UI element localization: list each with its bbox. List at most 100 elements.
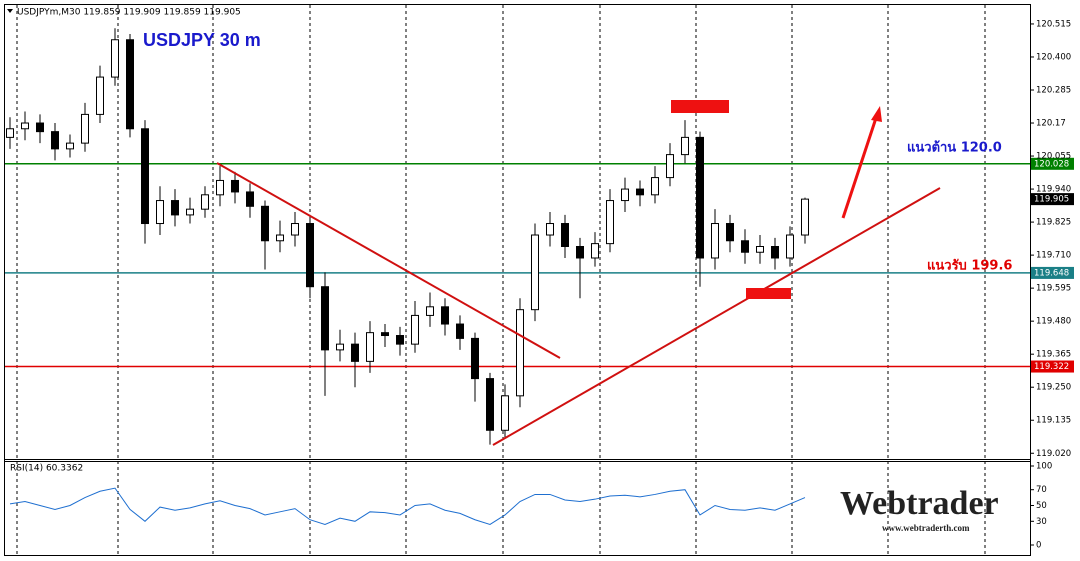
candle-body (366, 332, 374, 362)
candle-body (471, 337, 479, 380)
level-tag (1031, 157, 1074, 170)
candles (6, 28, 809, 445)
candle-body (336, 343, 344, 351)
candle-body (501, 395, 509, 431)
candle-body (141, 128, 149, 225)
level-label: 119.322 (1034, 362, 1069, 372)
candle-body (486, 378, 494, 431)
rsi-tick-label: 50 (1036, 501, 1047, 511)
y-tick-label: 120.400 (1036, 52, 1071, 62)
candle-body (636, 188, 644, 196)
candle-body (456, 323, 464, 339)
candle-body (801, 198, 809, 236)
level-label: 119.648 (1034, 268, 1069, 278)
candle-body (261, 205, 269, 242)
chart-title: USDJPY 30 m (143, 30, 261, 50)
logo-name: Webtrader (840, 485, 999, 522)
chart-header: USDJPYm,M30 119.859 119.909 119.859 119.… (17, 8, 241, 18)
annotation: แนวรับ 199.6 (927, 259, 1012, 274)
trendline (492, 187, 941, 446)
candle-body (156, 200, 164, 225)
candle-body (711, 223, 719, 259)
candle-body (576, 246, 584, 259)
candle-body (591, 243, 599, 259)
candle-body (171, 200, 179, 216)
logo-url: www.webtraderth.com (882, 523, 970, 533)
rsi-panel: 100 70 50 30 0 (9, 462, 1052, 551)
candle-body (126, 39, 134, 130)
candle-body (411, 314, 419, 345)
marker (746, 288, 791, 299)
y-tick-label: 119.940 (1036, 185, 1071, 195)
annotation: แนวต้าน 120.0 (907, 140, 1002, 156)
candle-body (771, 246, 779, 259)
y-tick-label: 119.365 (1036, 350, 1071, 360)
y-tick-label: 120.055 (1036, 152, 1071, 162)
candle-body (381, 332, 389, 337)
candle-body (516, 309, 524, 397)
price-tag (1031, 193, 1074, 206)
candle-body (96, 76, 104, 115)
candle-body (201, 194, 209, 210)
candle-body (696, 136, 704, 259)
candle-body (531, 234, 539, 311)
candle-body (681, 136, 689, 156)
candle-body (111, 39, 119, 78)
rsi-tick-label: 30 (1036, 517, 1047, 527)
candle-body (441, 306, 449, 325)
level-label: 120.028 (1034, 159, 1069, 169)
candle-body (351, 343, 359, 362)
levels: 120.028 119.648 119.322 119.905 (5, 157, 1074, 373)
menu-icon (7, 9, 13, 13)
candle-body (756, 246, 764, 253)
candle-body (651, 177, 659, 196)
rsi-tick-label: 0 (1036, 541, 1041, 551)
marker (671, 100, 729, 113)
candle-body (426, 306, 434, 316)
rsi-line (9, 487, 806, 526)
candle-body (621, 188, 629, 202)
rsi-label: RSI(14) 60.3362 (10, 464, 83, 474)
vertical-grid (16, 5, 986, 555)
y-tick-label: 119.710 (1036, 251, 1071, 261)
candle-body (186, 208, 194, 216)
candle-body (81, 113, 89, 144)
y-tick-label: 120.17 (1036, 119, 1066, 129)
candle-body (546, 223, 554, 236)
trendline (216, 162, 561, 359)
candle-body (216, 179, 224, 196)
candle-body (306, 223, 314, 288)
candle-body (6, 128, 14, 138)
candle-body (396, 335, 404, 345)
y-tick-label: 119.825 (1036, 218, 1071, 228)
price-label: 119.905 (1034, 195, 1069, 205)
y-tick-label: 119.135 (1036, 416, 1071, 426)
y-tick-label: 119.595 (1036, 284, 1071, 294)
candle-body (36, 122, 44, 133)
candle-body (786, 234, 794, 259)
candle-body (276, 234, 284, 242)
candle-body (21, 122, 29, 130)
candle-body (66, 142, 74, 150)
arrow-head (871, 106, 882, 122)
candle-body (321, 286, 329, 351)
candle-body (51, 131, 59, 150)
y-tick-label: 120.515 (1036, 19, 1071, 29)
y-tick-label: 119.480 (1036, 317, 1071, 327)
trendlines (216, 162, 941, 446)
y-tick-label: 119.250 (1036, 383, 1071, 393)
y-tick-label: 120.285 (1036, 85, 1071, 95)
candle-body (291, 223, 299, 236)
candle-body (726, 223, 734, 242)
candle-body (666, 154, 674, 179)
candle-body (741, 240, 749, 253)
candle-body (561, 223, 569, 248)
frame (4, 4, 1031, 556)
rsi-tick-label: 100 (1036, 462, 1052, 472)
arrow (841, 117, 878, 219)
candle-body (606, 200, 614, 245)
candle-body (231, 179, 239, 193)
rsi-tick-label: 70 (1036, 485, 1047, 495)
